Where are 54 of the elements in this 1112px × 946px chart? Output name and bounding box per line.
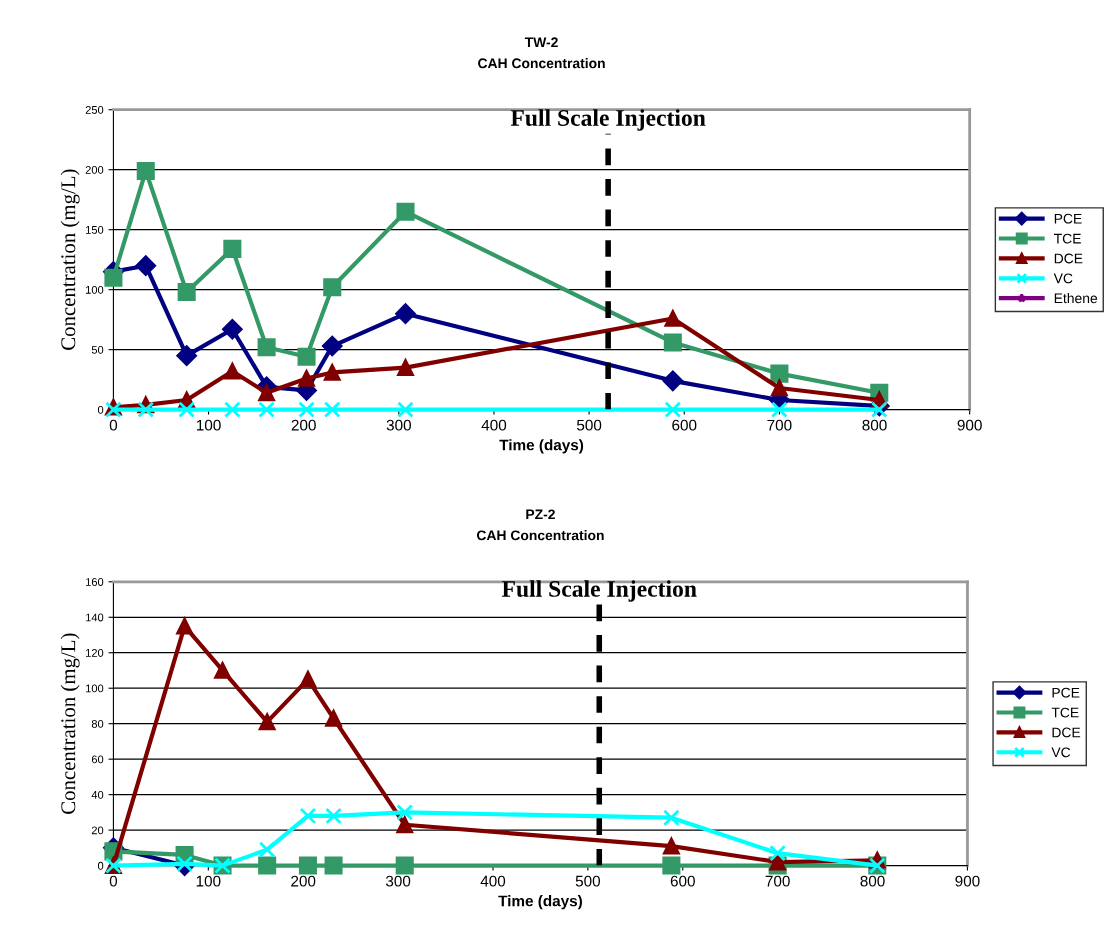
x-tick-label: 800 bbox=[860, 875, 885, 887]
x-tick-label: 700 bbox=[767, 419, 792, 431]
chart-subtitle: CAH Concentration bbox=[478, 58, 605, 69]
y-tick-label: 0 bbox=[97, 861, 104, 870]
y-tick-label: 80 bbox=[91, 719, 104, 728]
x-tick-label: 500 bbox=[576, 419, 602, 431]
x-tick-label: 200 bbox=[291, 419, 316, 431]
x-tick-label: 600 bbox=[670, 875, 695, 887]
x-tick-label: 500 bbox=[575, 875, 601, 887]
legend-label: TCE bbox=[1054, 233, 1081, 244]
y-tick-label: 200 bbox=[85, 165, 104, 174]
chart-title: PZ-2 bbox=[526, 509, 555, 520]
y-axis-title: Concentration (mg/L) bbox=[60, 169, 80, 350]
legend-label: TCE bbox=[1051, 707, 1079, 718]
legend-label: VC bbox=[1051, 747, 1071, 758]
y-tick-label: 160 bbox=[86, 578, 104, 586]
x-tick-label: 100 bbox=[196, 419, 221, 431]
x-tick-label: 0 bbox=[109, 875, 118, 887]
x-tick-label: 300 bbox=[386, 419, 411, 431]
x-tick-label: 700 bbox=[765, 875, 790, 887]
y-tick-label: 100 bbox=[86, 684, 104, 693]
legend-label: PCE bbox=[1052, 687, 1080, 698]
y-tick-label: 120 bbox=[86, 649, 104, 657]
y-axis-title: Concentration (mg/L) bbox=[60, 633, 80, 814]
chart-title: TW-2 bbox=[524, 37, 558, 48]
y-tick-label: 20 bbox=[91, 826, 104, 835]
ref-line-label: Full Scale Injection bbox=[501, 580, 697, 602]
x-tick-label: 900 bbox=[955, 875, 980, 887]
legend-label: PCE bbox=[1054, 213, 1082, 224]
x-tick-label: 900 bbox=[957, 419, 982, 431]
y-tick-label: 60 bbox=[91, 755, 104, 764]
y-tick-label: 40 bbox=[91, 790, 104, 799]
y-tick-label: 100 bbox=[86, 285, 104, 294]
legend-label: DCE bbox=[1054, 253, 1083, 264]
x-axis-title: Time (days) bbox=[499, 439, 584, 454]
y-tick-label: 150 bbox=[86, 225, 104, 234]
x-tick-label: 0 bbox=[109, 419, 118, 431]
x-tick-label: 600 bbox=[672, 419, 697, 431]
x-axis-title: Time (days) bbox=[498, 895, 582, 910]
x-tick-label: 100 bbox=[196, 875, 221, 887]
y-tick-label: 0 bbox=[97, 405, 104, 414]
y-tick-label: 50 bbox=[91, 345, 104, 354]
chart-subtitle: CAH Concentration bbox=[476, 530, 604, 541]
legend-label: Ethene bbox=[1054, 292, 1098, 304]
x-tick-label: 400 bbox=[480, 875, 506, 887]
x-tick-label: 300 bbox=[385, 875, 411, 887]
x-tick-label: 400 bbox=[481, 419, 507, 431]
x-tick-label: 200 bbox=[291, 875, 316, 887]
y-tick-label: 140 bbox=[86, 613, 104, 622]
legend-label: DCE bbox=[1052, 727, 1081, 738]
ref-line-label: Full Scale Injection bbox=[510, 109, 706, 131]
x-tick-label: 800 bbox=[862, 419, 887, 431]
legend-label: VC bbox=[1053, 273, 1073, 284]
y-tick-label: 250 bbox=[85, 106, 104, 114]
